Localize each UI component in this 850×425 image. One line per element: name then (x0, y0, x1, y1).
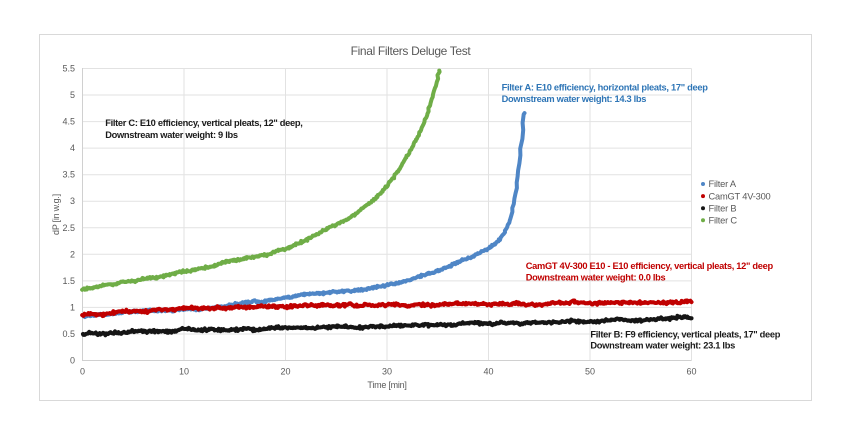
svg-text:Time [min]: Time [min] (367, 380, 406, 390)
svg-text:Downstream water weight: 23.1: Downstream water weight: 23.1 lbs (590, 341, 735, 351)
svg-text:1.5: 1.5 (62, 276, 75, 286)
svg-text:Filter A: E10 efficiency, hori: Filter A: E10 efficiency, horizontal ple… (502, 83, 709, 93)
svg-text:40: 40 (483, 367, 493, 377)
svg-text:Downstream water weight: 9 lbs: Downstream water weight: 9 lbs (105, 130, 238, 140)
svg-text:0: 0 (80, 367, 85, 377)
svg-text:CamGT 4V-300 E10 - E10 efficie: CamGT 4V-300 E10 - E10 efficiency, verti… (526, 261, 774, 271)
svg-text:3.5: 3.5 (62, 170, 75, 180)
svg-text:50: 50 (585, 367, 595, 377)
svg-text:0.5: 0.5 (62, 329, 75, 339)
svg-text:CamGT 4V-300: CamGT 4V-300 (709, 191, 771, 201)
svg-text:Downstream water weight: 0.0 l: Downstream water weight: 0.0 lbs (526, 272, 666, 282)
svg-text:Filter B: Filter B (709, 203, 737, 213)
svg-text:Filter A: Filter A (709, 179, 737, 189)
svg-text:Filter C: E10 efficiency, vert: Filter C: E10 efficiency, vertical pleat… (105, 118, 302, 128)
svg-text:4: 4 (70, 143, 75, 153)
svg-text:1: 1 (70, 302, 75, 312)
svg-text:Downstream water weight: 14.3: Downstream water weight: 14.3 lbs (502, 94, 647, 104)
svg-text:30: 30 (382, 367, 392, 377)
svg-text:Filter C: Filter C (709, 216, 738, 226)
svg-text:2.5: 2.5 (62, 223, 75, 233)
svg-text:60: 60 (686, 367, 696, 377)
svg-text:3: 3 (70, 196, 75, 206)
svg-text:10: 10 (179, 367, 189, 377)
svg-text:dP [in w.g.]: dP [in w.g.] (51, 194, 61, 235)
svg-text:20: 20 (280, 367, 290, 377)
svg-text:5: 5 (70, 90, 75, 100)
svg-text:0: 0 (70, 356, 75, 366)
svg-text:5.5: 5.5 (62, 64, 75, 74)
svg-text:Final Filters Deluge Test: Final Filters Deluge Test (351, 44, 472, 58)
svg-text:4.5: 4.5 (62, 117, 75, 127)
svg-text:2: 2 (70, 249, 75, 259)
svg-text:Filter B: F9 efficiency, verti: Filter B: F9 efficiency, vertical pleats… (590, 330, 780, 340)
